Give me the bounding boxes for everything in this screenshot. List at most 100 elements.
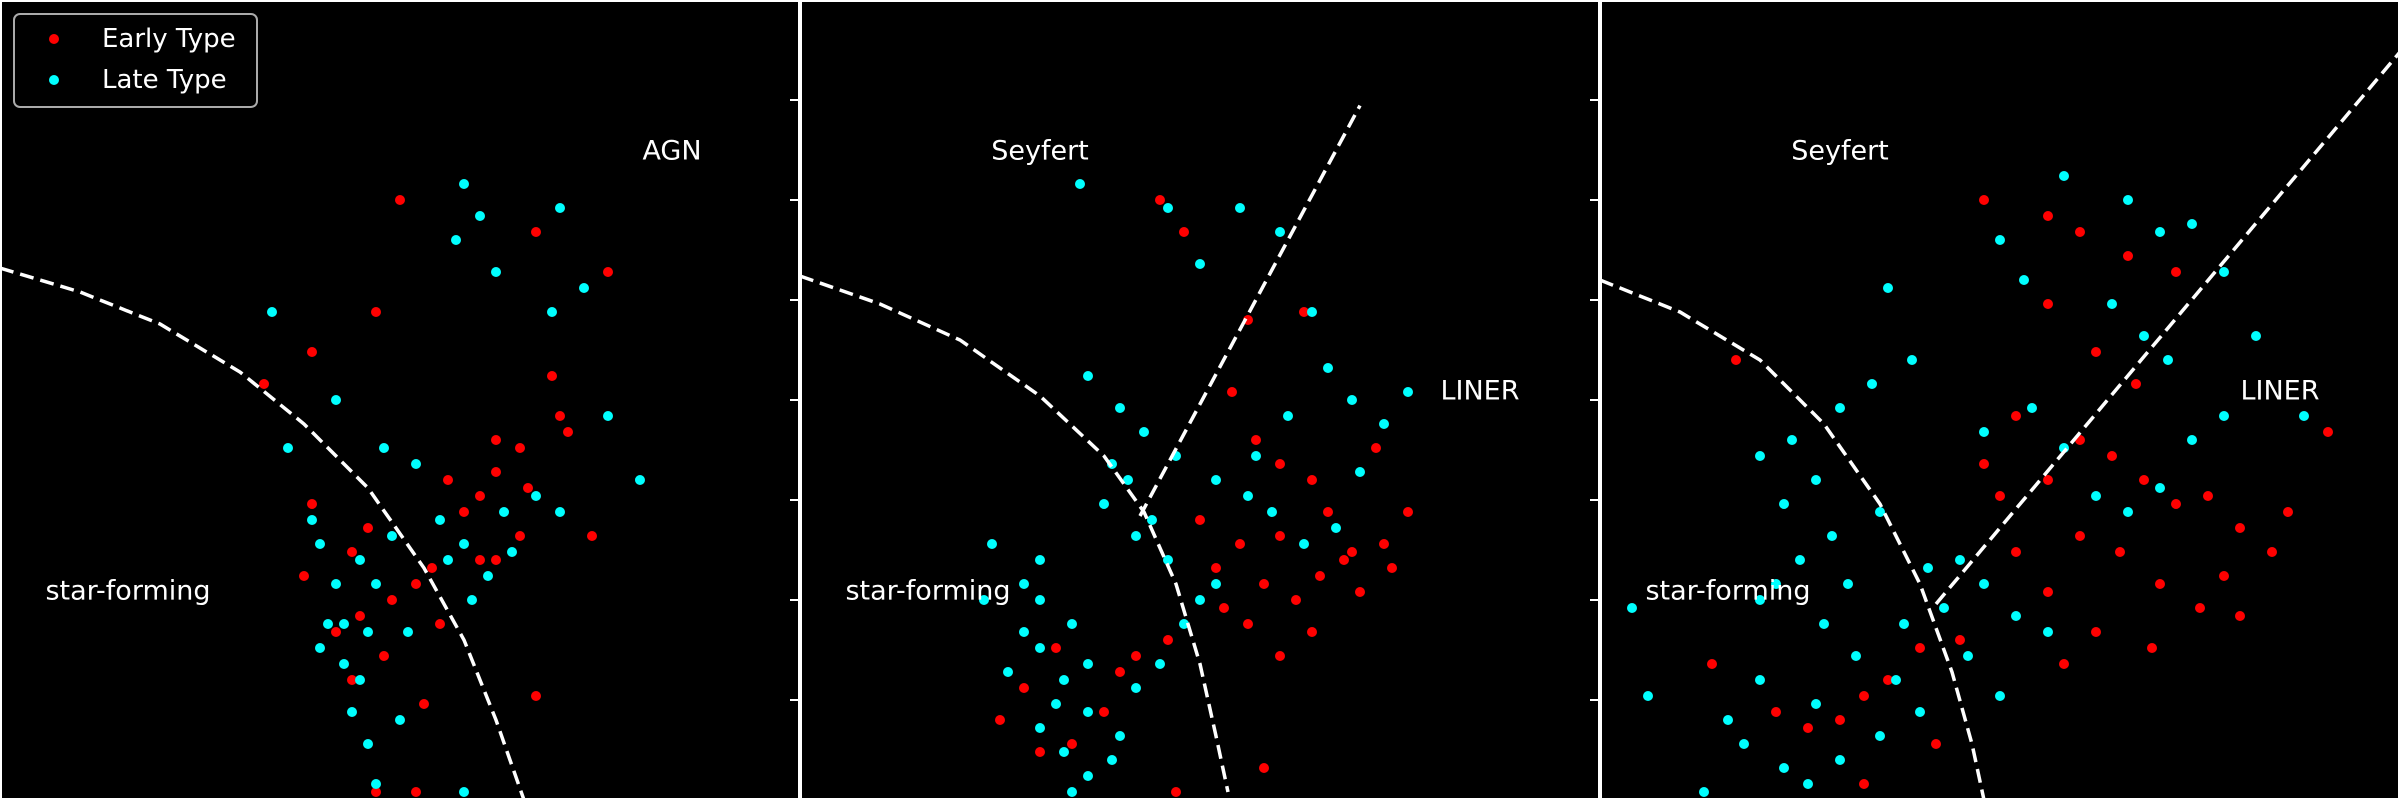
- data-point: [1779, 499, 1789, 509]
- data-point: [1355, 467, 1365, 477]
- data-point: [515, 443, 525, 453]
- demarcation-curve: [800, 274, 1230, 793]
- data-point: [1035, 555, 1045, 565]
- data-point: [1227, 387, 1237, 397]
- data-point: [435, 515, 445, 525]
- data-point: [1915, 643, 1925, 653]
- data-point: [1347, 547, 1357, 557]
- data-point: [1059, 675, 1069, 685]
- data-point: [1307, 627, 1317, 637]
- data-point: [1035, 595, 1045, 605]
- data-point: [443, 475, 453, 485]
- data-point: [1051, 699, 1061, 709]
- data-point: [555, 411, 565, 421]
- data-point: [355, 675, 365, 685]
- data-point: [1067, 619, 1077, 629]
- data-point: [1179, 227, 1189, 237]
- data-point: [1771, 579, 1781, 589]
- data-point: [2019, 275, 2029, 285]
- data-point: [2163, 355, 2173, 365]
- data-point: [1291, 595, 1301, 605]
- data-point: [2043, 299, 2053, 309]
- demarcation-curve: [1600, 278, 1986, 800]
- data-point: [1955, 555, 1965, 565]
- data-point: [387, 531, 397, 541]
- data-point: [1835, 755, 1845, 765]
- data-point: [2123, 251, 2133, 261]
- data-point: [315, 539, 325, 549]
- data-point: [419, 699, 429, 709]
- data-point: [427, 563, 437, 573]
- data-point: [475, 211, 485, 221]
- data-point: [1955, 635, 1965, 645]
- y-ticks: [790, 99, 800, 701]
- data-point: [1107, 755, 1117, 765]
- data-point: [1275, 651, 1285, 661]
- data-point: [323, 619, 333, 629]
- data-point: [1755, 451, 1765, 461]
- data-point: [2323, 427, 2333, 437]
- data-point: [2043, 211, 2053, 221]
- data-point: [1211, 563, 1221, 573]
- data-point: [1371, 443, 1381, 453]
- data-point: [1075, 179, 1085, 189]
- data-point: [1875, 507, 1885, 517]
- data-point: [1035, 643, 1045, 653]
- series-early-type: [1707, 195, 2333, 789]
- data-point: [2059, 659, 2069, 669]
- data-point: [2155, 483, 2165, 493]
- data-point: [459, 539, 469, 549]
- data-point: [1059, 747, 1069, 757]
- data-point: [1883, 283, 1893, 293]
- data-point: [531, 227, 541, 237]
- data-point: [507, 547, 517, 557]
- data-point: [2283, 507, 2293, 517]
- data-point: [331, 627, 341, 637]
- data-point: [355, 555, 365, 565]
- data-point: [1083, 371, 1093, 381]
- data-point: [1787, 435, 1797, 445]
- data-point: [355, 611, 365, 621]
- data-point: [2107, 451, 2117, 461]
- data-point: [1643, 691, 1653, 701]
- data-point: [395, 195, 405, 205]
- data-point: [1275, 531, 1285, 541]
- axes-frame: [1600, 0, 2400, 800]
- data-point: [1827, 531, 1837, 541]
- data-point: [2011, 547, 2021, 557]
- panel-seyfert-liner-1: Seyfert LINER star-forming: [790, 0, 1600, 800]
- data-point: [1979, 459, 1989, 469]
- data-point: [1795, 555, 1805, 565]
- data-point: [1235, 203, 1245, 213]
- data-point: [1307, 307, 1317, 317]
- data-point: [1163, 635, 1173, 645]
- data-point: [267, 307, 277, 317]
- data-point: [339, 619, 349, 629]
- data-point: [1083, 659, 1093, 669]
- data-point: [371, 307, 381, 317]
- data-point: [531, 491, 541, 501]
- data-point: [1979, 579, 1989, 589]
- data-point: [1251, 435, 1261, 445]
- data-point: [1931, 739, 1941, 749]
- data-point: [1147, 515, 1157, 525]
- data-point: [2195, 603, 2205, 613]
- data-point: [1219, 603, 1229, 613]
- data-point: [1083, 707, 1093, 717]
- data-point: [387, 595, 397, 605]
- data-point: [395, 715, 405, 725]
- data-point: [339, 659, 349, 669]
- data-point: [2219, 571, 2229, 581]
- data-point: [1387, 563, 1397, 573]
- data-point: [1195, 595, 1205, 605]
- series-early-type: [995, 195, 1413, 797]
- data-point: [2235, 523, 2245, 533]
- data-point: [2043, 587, 2053, 597]
- data-point: [475, 555, 485, 565]
- region-label-star-forming: star-forming: [845, 576, 1010, 607]
- data-point: [299, 571, 309, 581]
- data-point: [1019, 579, 1029, 589]
- data-point: [1115, 731, 1125, 741]
- data-point: [979, 595, 989, 605]
- data-point: [1019, 627, 1029, 637]
